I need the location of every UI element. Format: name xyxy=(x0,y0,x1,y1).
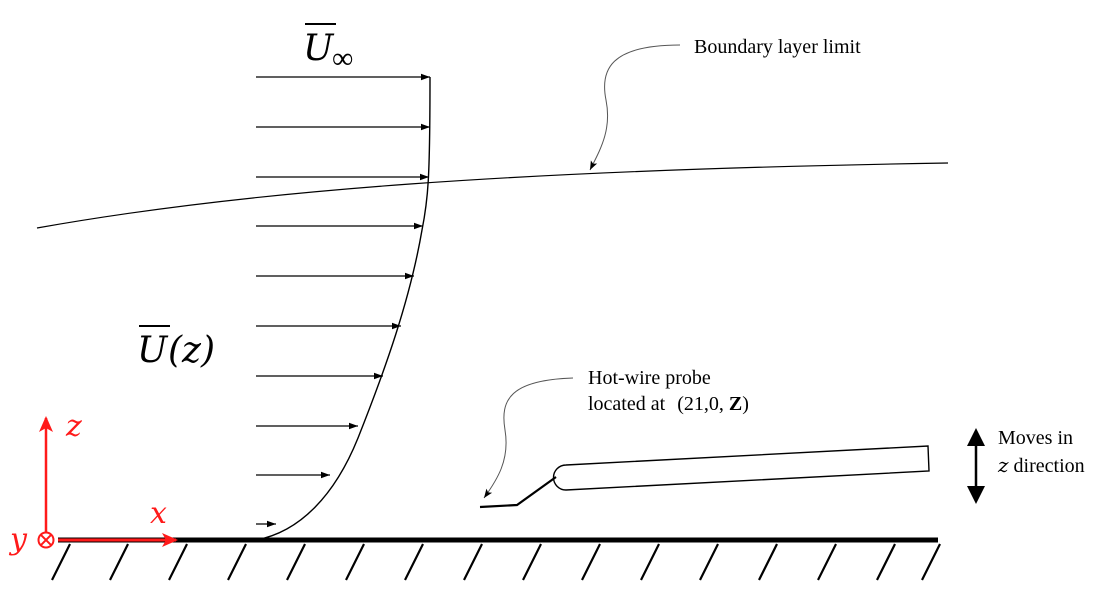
probe-label-line1: Hot-wire probe xyxy=(588,367,711,389)
y-axis-into-page-icon xyxy=(37,531,55,549)
boundary-layer: Boundary layer limit xyxy=(36,36,949,229)
wall xyxy=(51,537,941,581)
u-of-z-symbol: U xyxy=(137,330,169,371)
probe-coords-z: Z xyxy=(729,393,742,415)
moves-label-rest: direction xyxy=(1009,455,1085,477)
u-infinity-subscript: ∞ xyxy=(332,42,353,75)
hot-wire-probe: Hot-wire probe located at (21,0, Z) xyxy=(479,367,930,509)
probe-wire xyxy=(479,476,557,509)
probe-leader-line xyxy=(483,377,574,499)
x-axis-label: x xyxy=(150,496,167,531)
boundary-layer-limit-curve xyxy=(36,162,949,229)
probe-label-prefix: located at xyxy=(588,393,666,415)
moves-label-var: z xyxy=(997,453,1009,477)
probe-motion-indicator: Moves in z direction xyxy=(967,427,1085,504)
z-axis-label: z xyxy=(65,409,82,444)
u-infinity-symbol: U xyxy=(303,28,335,69)
probe-label-line2: located at (21,0, Z) xyxy=(588,393,749,415)
probe-coords-open: (21,0, xyxy=(677,393,729,415)
probe-coords-close: ) xyxy=(742,393,749,415)
arrow-up-head xyxy=(967,428,985,446)
boundary-layer-label: Boundary layer limit xyxy=(694,36,861,58)
probe-body xyxy=(552,445,930,491)
velocity-arrows xyxy=(256,73,430,528)
wall-hatching xyxy=(51,543,941,581)
arrow-down-head xyxy=(967,486,985,504)
velocity-profile-curve xyxy=(255,76,431,541)
moves-label-line1: Moves in xyxy=(998,427,1073,449)
u-of-z-argument: (z) xyxy=(168,330,215,371)
moves-label-line2: z direction xyxy=(997,453,1085,477)
u-infinity-label: U ∞ xyxy=(303,23,353,75)
velocity-profile: U ∞ U (z) xyxy=(137,23,431,541)
boundary-layer-leader-line xyxy=(589,44,681,171)
coordinate-axes: z x y xyxy=(8,409,178,557)
y-axis-label: y xyxy=(8,522,28,557)
u-of-z-label: U (z) xyxy=(137,325,215,371)
